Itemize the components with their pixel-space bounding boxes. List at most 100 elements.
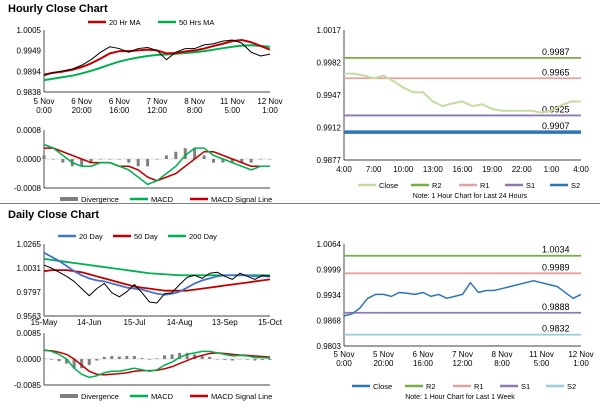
hourly-levels-y-tick-label: 0.9912 bbox=[317, 124, 342, 133]
weekly-levels-legend-s2-label: S2 bbox=[567, 382, 576, 391]
daily-macd-divergence-bar bbox=[117, 356, 121, 359]
weekly-levels-legend-s1-label: S1 bbox=[521, 382, 530, 391]
section-divider bbox=[0, 203, 600, 204]
hourly-levels-x-tick-label: 4:00 bbox=[336, 165, 352, 174]
hourly-levels-x-tick-label: 1:00 bbox=[544, 165, 560, 174]
weekly-levels-x-tick-label: 11 Nov 5:00 bbox=[529, 350, 554, 368]
daily-macd-divergence-bar bbox=[163, 355, 167, 359]
daily-macd-divergence-bar bbox=[200, 355, 204, 359]
hourly-price-x-tick-label: 6 Nov 16:00 bbox=[109, 97, 130, 115]
weekly-levels-y-tick-label: 0.9803 bbox=[317, 342, 342, 351]
daily-legend-ma20-label: 20 Day bbox=[79, 232, 103, 241]
hourly-price-y-tick-label: 0.9949 bbox=[17, 47, 42, 56]
hourly-price-x-tick-label: 12 Nov 1:00 bbox=[257, 97, 282, 115]
daily-macd-y-tick-label: 0.0000 bbox=[17, 355, 42, 364]
hourly-macd-line bbox=[43, 143, 270, 186]
hourly-levels-legend-s2-label: S2 bbox=[571, 181, 580, 190]
daily-macd-line bbox=[43, 349, 271, 379]
hourly-level-label-r1: 0.9965 bbox=[542, 67, 570, 77]
hourly-macd-divergence-bar bbox=[61, 159, 65, 163]
hourly-macd-divergence-bar bbox=[259, 159, 263, 160]
daily-macd-divergence-bar bbox=[178, 352, 182, 359]
daily-macd-legend-divergence-label: Divergence bbox=[81, 392, 119, 401]
daily-macd-divergence-bar bbox=[215, 359, 219, 360]
daily-macd-divergence-bar bbox=[253, 359, 257, 361]
hourly-levels-legend-close-label: Close bbox=[379, 181, 398, 190]
weekly-levels-y-tick-label: 1.0064 bbox=[317, 240, 342, 249]
daily-price-x-tick-label: 15-May bbox=[31, 318, 58, 327]
daily-macd-divergence-bar bbox=[268, 359, 272, 360]
hourly-levels-x-tick-label: 16:00 bbox=[452, 165, 473, 174]
daily-macd-divergence-bar bbox=[245, 359, 249, 360]
daily-price-x-tick-label: 15-Oct bbox=[258, 318, 283, 327]
weekly-levels-legend-close-label: Close bbox=[373, 382, 392, 391]
daily-section-title: Daily Close Chart bbox=[8, 209, 100, 221]
hourly-macd-divergence-bar bbox=[117, 159, 121, 160]
hourly-price-x-tick-label: 6 Nov 20:00 bbox=[71, 97, 92, 115]
hourly-levels-y-tick-label: 0.9982 bbox=[317, 59, 342, 68]
hourly-levels-legend-r2-label: R2 bbox=[432, 181, 442, 190]
weekly-levels-x-tick-label: 7 Nov 12:00 bbox=[452, 350, 473, 368]
hourly-price-x-tick-label: 5 Nov 0:00 bbox=[34, 97, 55, 115]
weekly-close-line bbox=[343, 279, 582, 317]
hourly-levels-note: Note: 1 Hour Chart for Last 24 Hours bbox=[413, 193, 528, 200]
daily-macd-divergence-bar bbox=[155, 358, 159, 359]
daily-macd-divergence-bar bbox=[50, 359, 54, 360]
hourly-macd-divergence-bar bbox=[146, 159, 150, 167]
hourly-level-label-r2: 0.9987 bbox=[542, 47, 570, 57]
daily-macd-divergence-bar bbox=[65, 359, 69, 364]
hourly-macd-y-tick-label: 0.0000 bbox=[17, 155, 42, 164]
daily-macd-legend-macd-label: MACD bbox=[151, 392, 174, 401]
daily-macd-divergence-bar bbox=[95, 359, 99, 361]
hourly-levels-x-tick-label: 10:00 bbox=[393, 165, 414, 174]
hourly-macd-divergence-bar bbox=[127, 159, 131, 163]
weekly-levels-x-tick-label: 5 Nov 20:00 bbox=[373, 350, 394, 368]
weekly-levels-x-tick-label: 12 Nov 1:00 bbox=[568, 350, 593, 368]
daily-macd-divergence-bar bbox=[80, 359, 84, 369]
weekly-level-label-s1: 0.9888 bbox=[542, 302, 570, 312]
hourly-macd-divergence-bar bbox=[268, 159, 272, 160]
hourly-legend-ma20-label: 20 Hr MA bbox=[109, 18, 141, 27]
daily-price-x-tick-label: 13-Sep bbox=[212, 318, 238, 327]
hourly-levels-x-tick-label: 19:00 bbox=[482, 165, 503, 174]
hourly-macd-divergence-bar bbox=[89, 159, 93, 163]
daily-macd-divergence-bar bbox=[260, 359, 264, 360]
hourly-price-ma20-line bbox=[43, 39, 271, 76]
daily-macd-divergence-bar bbox=[125, 355, 129, 359]
daily-legend-ma200-label: 200 Day bbox=[189, 232, 217, 241]
hourly-macd-divergence-bar bbox=[51, 159, 55, 160]
daily-price-y-tick-label: 1.0265 bbox=[17, 240, 42, 249]
hourly-price-y-tick-label: 0.9894 bbox=[17, 67, 42, 76]
hourly-levels-x-tick-label: 7:00 bbox=[366, 165, 382, 174]
daily-price-y-tick-label: 1.0031 bbox=[17, 264, 42, 273]
hourly-macd-divergence-bar bbox=[193, 148, 197, 159]
daily-price-x-tick-label: 14-Aug bbox=[167, 318, 193, 327]
hourly-price-ma50-line bbox=[43, 44, 271, 82]
hourly-macd-legend-divergence-swatch bbox=[60, 197, 78, 201]
hourly-price-y-tick-label: 0.9838 bbox=[17, 88, 42, 97]
daily-macd-divergence-bar bbox=[87, 359, 91, 366]
daily-macd-divergence-bar bbox=[208, 356, 212, 359]
hourly-macd-divergence-bar bbox=[174, 151, 178, 159]
hourly-macd-divergence-bar bbox=[240, 159, 244, 163]
hourly-legend-ma50-label: 50 Hrs MA bbox=[179, 18, 214, 27]
weekly-levels-legend-r2-label: R2 bbox=[426, 382, 436, 391]
daily-legend-ma50-label: 50 Day bbox=[134, 232, 158, 241]
hourly-macd-divergence-bar bbox=[155, 159, 159, 160]
hourly-macd-divergence-bar bbox=[202, 155, 206, 159]
weekly-levels-y-tick-label: 0.9868 bbox=[317, 317, 342, 326]
hourly-price-x-tick-label: 7 Nov 12:00 bbox=[147, 97, 168, 115]
daily-price-y-tick-label: 0.9797 bbox=[17, 288, 42, 297]
hourly-macd-divergence-bar bbox=[136, 159, 140, 167]
weekly-levels-legend-r1-label: R1 bbox=[474, 382, 484, 391]
hourly-levels-legend-s1-label: S1 bbox=[526, 181, 535, 190]
daily-macd-divergence-bar bbox=[57, 359, 61, 362]
hourly-macd-divergence-bar bbox=[80, 159, 84, 167]
hourly-price-close-line bbox=[43, 39, 271, 77]
hourly-macd-y-tick-label: -0.0008 bbox=[14, 184, 42, 193]
hourly-levels-y-tick-label: 1.0017 bbox=[317, 26, 342, 35]
weekly-levels-x-tick-label: 6 Nov 16:00 bbox=[413, 350, 434, 368]
daily-macd-divergence-bar bbox=[230, 359, 234, 361]
daily-macd-y-tick-label: -0.0085 bbox=[14, 381, 42, 390]
daily-macd-divergence-bar bbox=[132, 355, 136, 359]
